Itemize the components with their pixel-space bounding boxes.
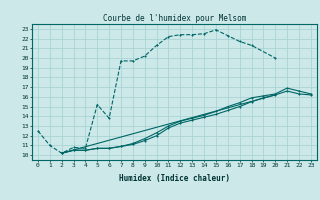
- Title: Courbe de l'humidex pour Melsom: Courbe de l'humidex pour Melsom: [103, 14, 246, 23]
- X-axis label: Humidex (Indice chaleur): Humidex (Indice chaleur): [119, 174, 230, 183]
